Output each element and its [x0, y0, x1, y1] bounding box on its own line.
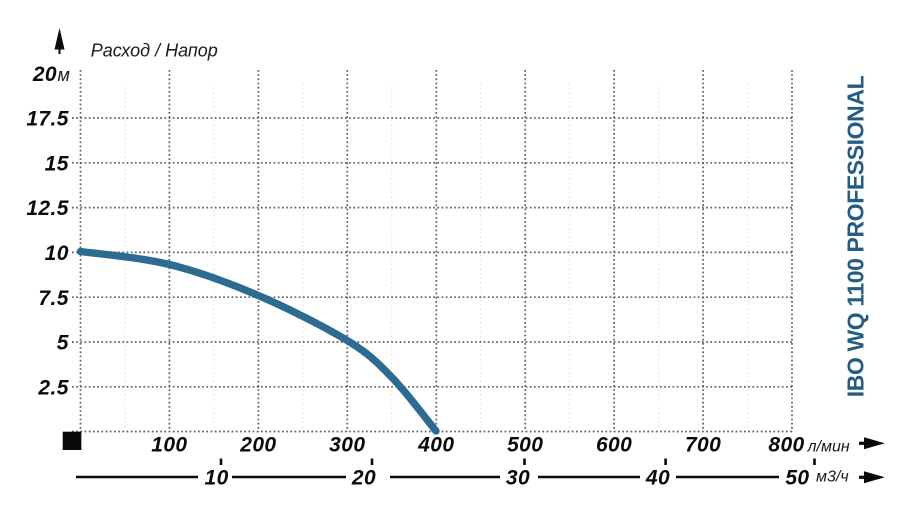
svg-text:м: м [58, 65, 70, 85]
svg-text:12.5: 12.5 [26, 197, 68, 220]
svg-text:700: 700 [685, 434, 721, 457]
svg-text:20: 20 [351, 466, 376, 489]
svg-text:400: 400 [417, 434, 454, 457]
svg-text:10: 10 [205, 466, 229, 489]
svg-text:800: 800 [768, 434, 804, 457]
svg-text:м3/ч: м3/ч [816, 469, 849, 486]
svg-text:600: 600 [596, 434, 632, 457]
svg-text:Расход / Напор: Расход / Напор [91, 41, 218, 61]
svg-text:20: 20 [32, 63, 57, 86]
svg-text:5: 5 [57, 332, 69, 355]
svg-text:50: 50 [785, 466, 809, 489]
svg-text:10: 10 [45, 242, 69, 265]
svg-text:7.5: 7.5 [38, 287, 68, 310]
svg-text:л/мин: л/мин [807, 439, 850, 456]
svg-text:IBO WQ 1100 PROFESSIONAL: IBO WQ 1100 PROFESSIONAL [842, 75, 868, 397]
svg-text:300: 300 [329, 434, 365, 457]
svg-text:500: 500 [507, 434, 543, 457]
svg-text:200: 200 [239, 434, 276, 457]
svg-text:40: 40 [645, 466, 670, 489]
svg-text:15: 15 [45, 152, 69, 175]
svg-text:17.5: 17.5 [26, 108, 68, 131]
svg-text:100: 100 [151, 434, 187, 457]
svg-text:30: 30 [506, 466, 530, 489]
svg-text:2.5: 2.5 [37, 376, 68, 399]
